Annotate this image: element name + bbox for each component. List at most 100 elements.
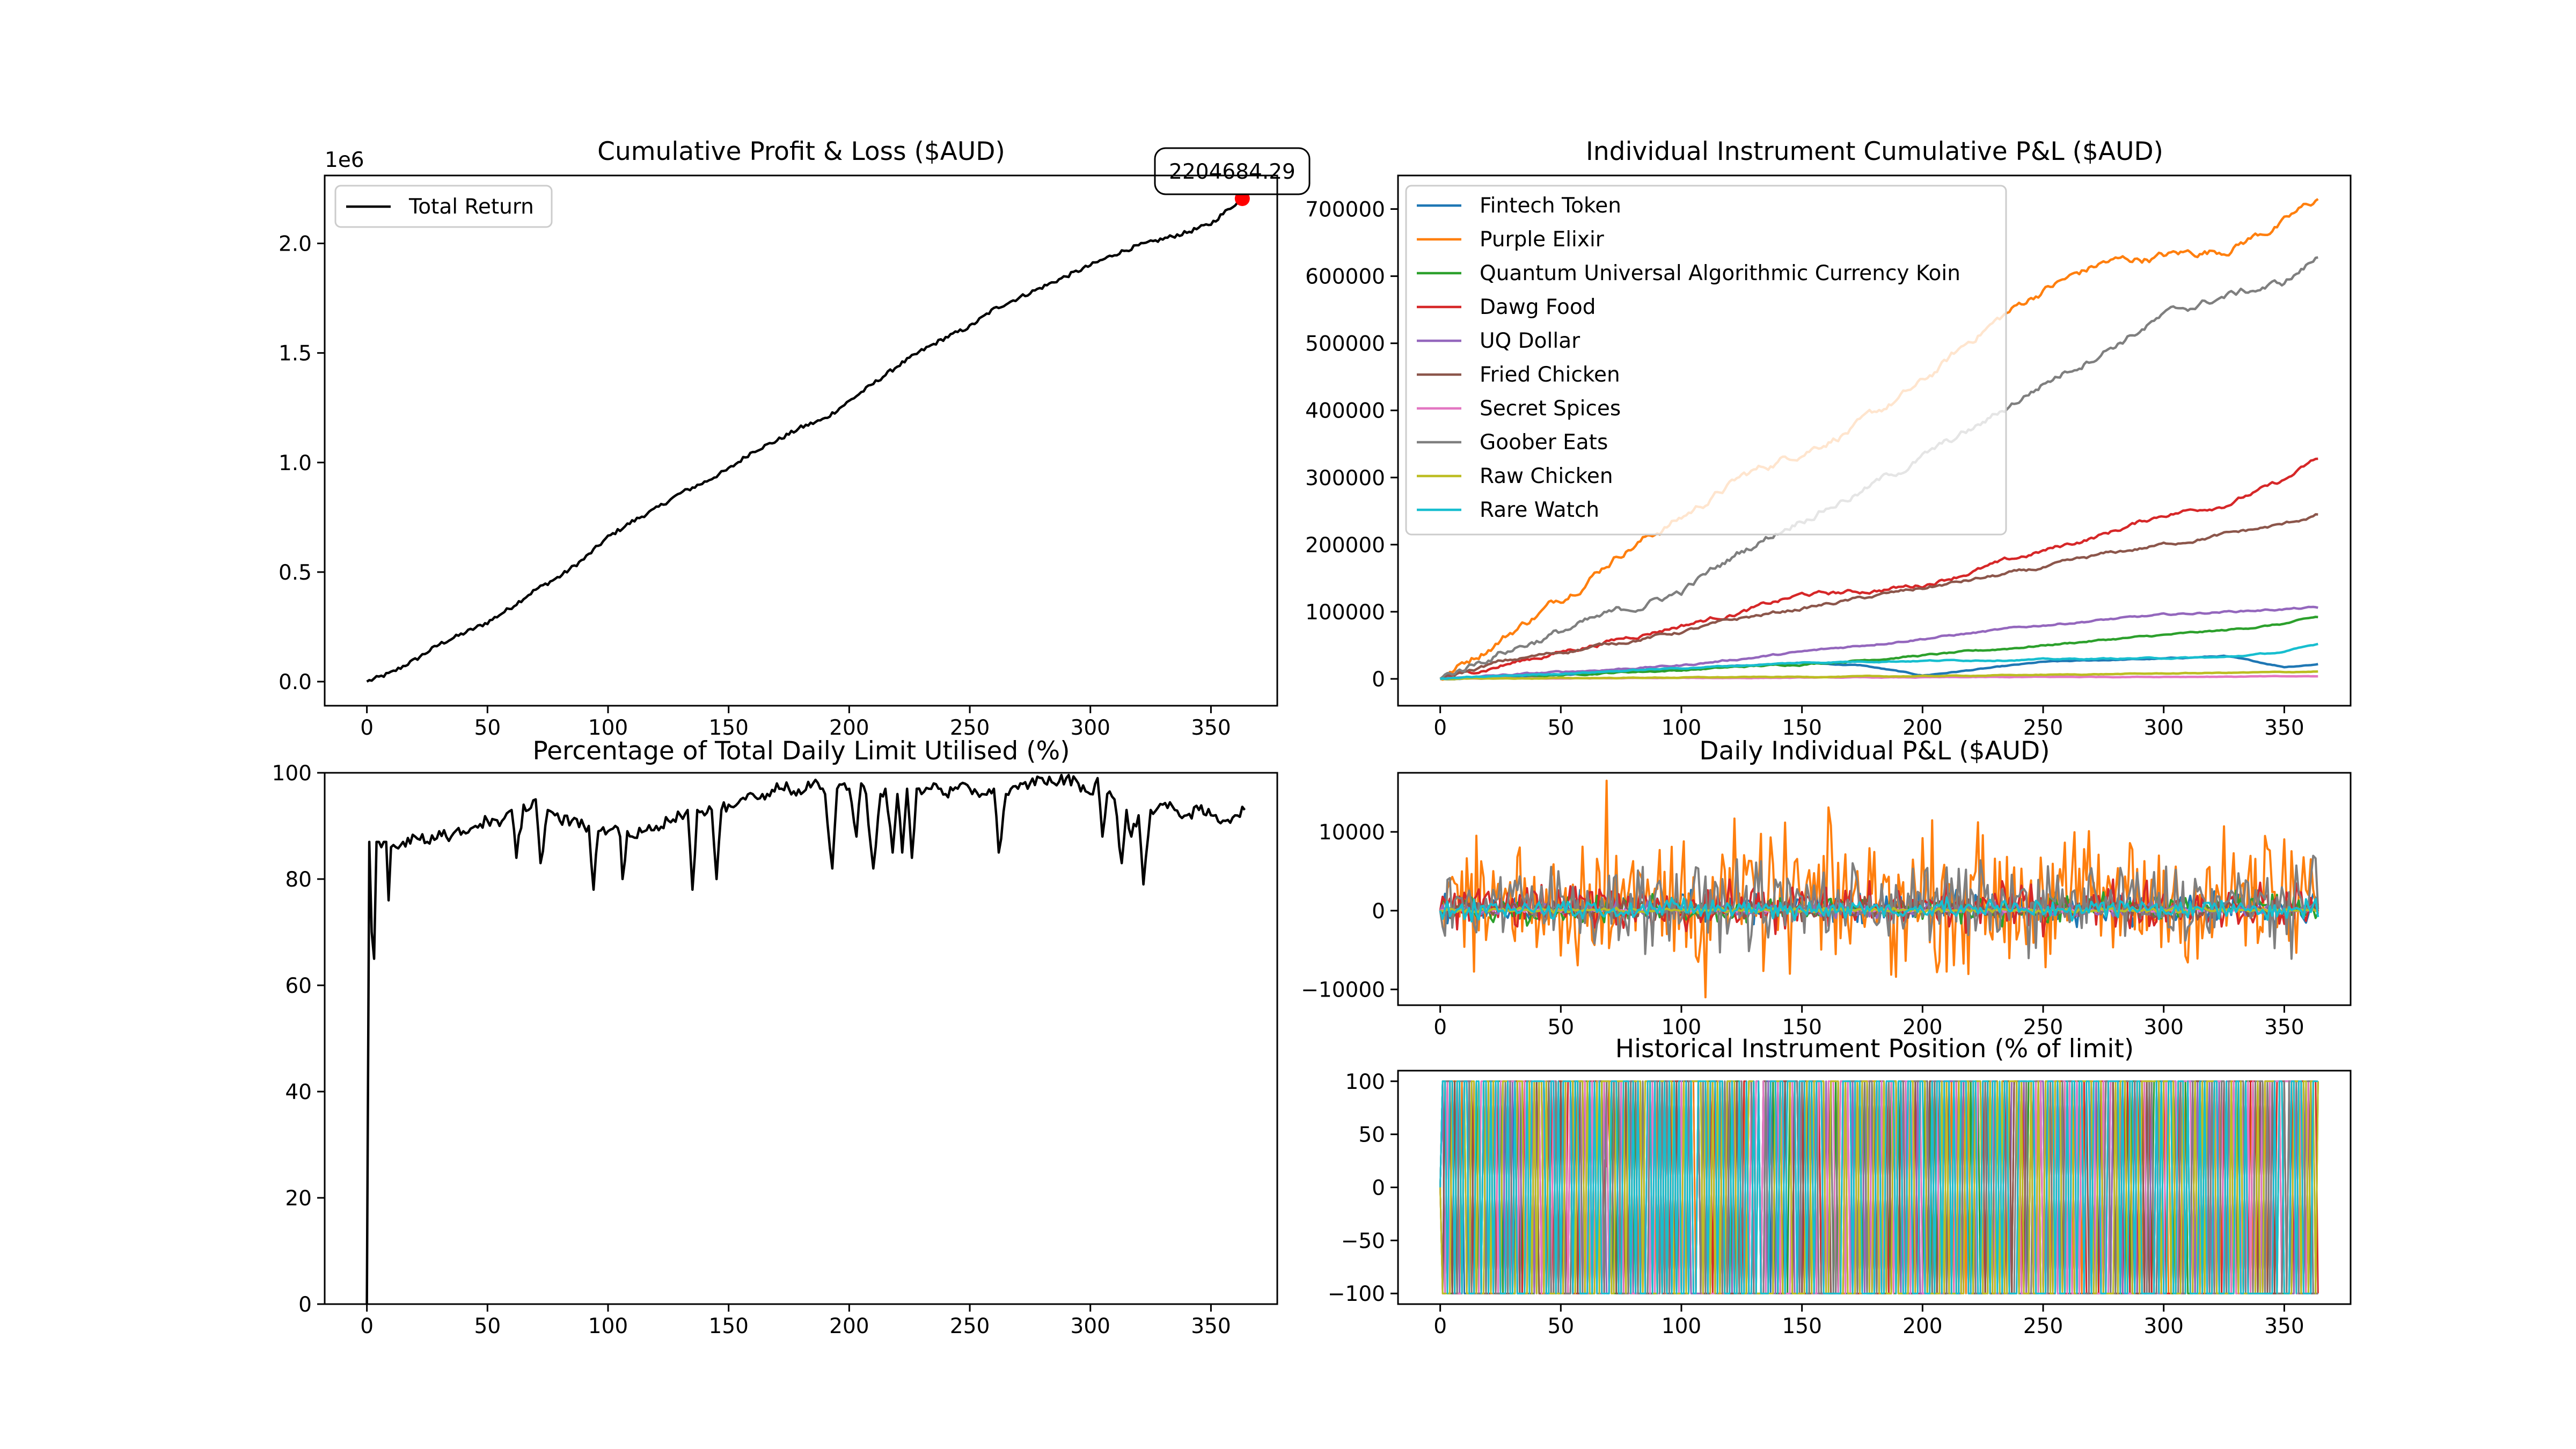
x-tick-label: 100 (1662, 716, 1701, 740)
x-tick-label: 100 (588, 1314, 628, 1338)
x-tick-label: 350 (2264, 1314, 2304, 1338)
final-value-callout-text: 2204684.29 (1169, 160, 1296, 184)
x-tick-label: 150 (1782, 1015, 1821, 1040)
y-tick-label: 0 (298, 1293, 312, 1317)
x-tick-label: 0 (360, 1314, 374, 1338)
x-tick-label: 350 (2264, 716, 2304, 740)
instrument-cumulative-pnl-title: Individual Instrument Cumulative P&L ($A… (1586, 137, 2163, 166)
x-tick-label: 0 (1433, 1015, 1447, 1040)
x-tick-label: 100 (588, 716, 628, 740)
y-tick-label: 20 (285, 1187, 312, 1211)
series-line-total-return (366, 198, 1245, 683)
cumulative-pnl-offset-text: 1e6 (325, 148, 364, 172)
x-tick-label: 250 (950, 1314, 990, 1338)
series-line-rare-watch (1439, 896, 2319, 923)
y-tick-label: −10000 (1301, 978, 1385, 1002)
y-tick-label: 0 (1372, 668, 1385, 692)
y-tick-label: 300000 (1305, 466, 1385, 491)
x-tick-label: 150 (708, 716, 748, 740)
y-tick-label: 100 (272, 762, 312, 786)
y-tick-label: 1.5 (279, 342, 312, 366)
daily-individual-pnl-title: Daily Individual P&L ($AUD) (1699, 736, 2050, 766)
legend-label-goober-eats: Goober Eats (1480, 430, 1608, 455)
instrument-position-chart: Historical Instrument Position (% of lim… (1328, 1034, 2352, 1338)
x-tick-label: 150 (1782, 1314, 1821, 1338)
y-tick-label: −100 (1328, 1282, 1385, 1306)
series-group (1439, 1080, 2319, 1294)
y-tick-label: 50 (1358, 1123, 1385, 1147)
y-tick-label: 10000 (1319, 821, 1385, 845)
axes-border (324, 772, 1278, 1305)
y-tick-label: 200000 (1305, 533, 1385, 558)
cumulative-pnl-chart: Cumulative Profit & Loss ($AUD) 1e6 0 50 1… (279, 137, 1311, 740)
y-tick-label: 40 (285, 1080, 312, 1104)
legend-label-fintech-token: Fintech Token (1480, 194, 1621, 218)
cumulative-pnl-title: Cumulative Profit & Loss ($AUD) (597, 137, 1005, 166)
series-group (1439, 779, 2319, 999)
series-line-rare-watch (1440, 642, 2318, 680)
y-tick-label: 0.5 (279, 561, 312, 585)
legend-label-secret-spices: Secret Spices (1480, 397, 1621, 421)
x-tick-label: 200 (1902, 1314, 1942, 1338)
axes-border (1397, 772, 2352, 1006)
y-tick-label: 80 (285, 868, 312, 892)
x-tick-label: 100 (1662, 1314, 1701, 1338)
x-tick-label: 300 (1071, 1314, 1110, 1338)
x-tick-label: 50 (1548, 1314, 1575, 1338)
legend-label-quantum-universal-algorithmic-currency-koin: Quantum Universal Algorithmic Currency K… (1480, 261, 1960, 286)
x-tick-label: 200 (829, 716, 869, 740)
legend-box (1405, 185, 2007, 536)
x-tick-label: 250 (950, 716, 990, 740)
y-tick-label: 2.0 (279, 232, 312, 257)
x-tick-label: 200 (1902, 1015, 1942, 1040)
limit-utilised-chart: Percentage of Total Daily Limit Utilised… (272, 736, 1278, 1338)
x-tick-label: 0 (1433, 1314, 1447, 1338)
y-tick-label: 1.0 (279, 451, 312, 475)
instrument-position-title: Historical Instrument Position (% of lim… (1615, 1034, 2134, 1064)
series-line-uq-dollar (1440, 605, 2318, 680)
x-tick-label: 50 (474, 716, 501, 740)
y-tick-label: −50 (1341, 1229, 1385, 1253)
legend-label-uq-dollar: UQ Dollar (1480, 329, 1580, 353)
legend-box (334, 185, 553, 228)
legend-label-total-return: Total Return (408, 195, 534, 219)
legend-label-rare-watch: Rare Watch (1480, 498, 1599, 522)
y-tick-label: 400000 (1305, 399, 1385, 423)
x-tick-label: 50 (474, 1314, 501, 1338)
series-group (1439, 197, 2319, 681)
x-tick-label: 200 (829, 1314, 869, 1338)
x-tick-label: 300 (2144, 716, 2184, 740)
x-tick-label: 50 (1548, 1015, 1575, 1040)
y-tick-label: 100000 (1305, 601, 1385, 625)
x-tick-label: 350 (1191, 1314, 1231, 1338)
series-line-quantum-universal-algorithmic-currency-koin (1439, 616, 2318, 680)
final-value-callout-box (1154, 147, 1311, 195)
x-tick-label: 150 (708, 1314, 748, 1338)
y-tick-label: 700000 (1305, 198, 1385, 222)
series-line-limit-utilised (365, 773, 1246, 1304)
x-tick-label: 0 (1433, 716, 1447, 740)
y-tick-label: 500000 (1305, 332, 1385, 356)
x-tick-label: 350 (2264, 1015, 2304, 1040)
y-tick-label: 0.0 (279, 670, 312, 694)
x-tick-label: 200 (1902, 716, 1942, 740)
axes-border (1397, 1070, 2352, 1305)
x-tick-label: 0 (360, 716, 374, 740)
x-tick-label: 300 (2144, 1015, 2184, 1040)
x-tick-label: 250 (2023, 716, 2063, 740)
x-tick-label: 250 (2023, 1314, 2063, 1338)
x-tick-label: 100 (1662, 1015, 1701, 1040)
y-tick-label: 600000 (1305, 265, 1385, 289)
y-tick-label: 0 (1372, 899, 1385, 924)
series-line-raw-chicken (1440, 670, 2318, 680)
legend-label-purple-elixir: Purple Elixir (1480, 228, 1605, 252)
x-tick-label: 350 (1191, 716, 1231, 740)
series-group (366, 198, 1245, 683)
legend-label-fried-chicken: Fried Chicken (1480, 363, 1620, 387)
legend-label-dawg-food: Dawg Food (1480, 295, 1596, 319)
x-tick-label: 50 (1548, 716, 1575, 740)
axes-border (1397, 174, 2352, 707)
y-tick-label: 60 (285, 974, 312, 998)
series-line-goober-eats (1439, 854, 2319, 960)
